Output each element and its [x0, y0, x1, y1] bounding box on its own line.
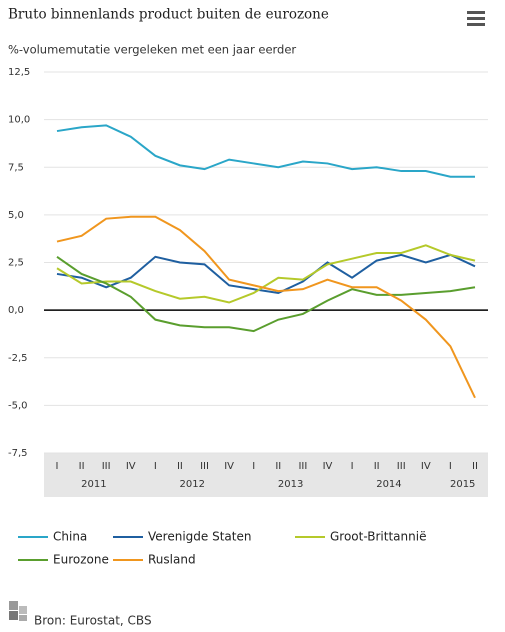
- chart-title: Bruto binnenlands product buiten de euro…: [8, 7, 329, 23]
- year-label: 2013: [278, 479, 303, 490]
- series-line: [56, 124, 475, 178]
- y-tick-label: 5,0: [8, 210, 24, 221]
- x-tick-label: II: [177, 461, 183, 472]
- y-tick-label: 2,5: [8, 258, 24, 269]
- year-label: 2014: [376, 479, 401, 490]
- x-tick-label: I: [56, 461, 59, 472]
- menu-icon[interactable]: [467, 11, 485, 26]
- x-tick-label: III: [298, 461, 307, 472]
- x-tick-label: IV: [224, 461, 234, 472]
- x-tick-label: IV: [421, 461, 431, 472]
- x-tick-label: IV: [323, 461, 333, 472]
- legend-label: Eurozone: [53, 553, 109, 567]
- x-tick-label: I: [449, 461, 452, 472]
- y-tick-label: -5,0: [8, 400, 28, 411]
- x-tick-label: II: [374, 461, 380, 472]
- y-tick-label: 0,0: [8, 305, 24, 316]
- x-tick-label: III: [397, 461, 406, 472]
- series-line: [56, 255, 476, 333]
- x-tick-label: II: [79, 461, 85, 472]
- series-line: [56, 253, 476, 295]
- series-line: [56, 244, 476, 304]
- source: Bron: Eurostat, CBS: [34, 614, 152, 628]
- year-label: 2012: [180, 479, 205, 490]
- x-tick-label: II: [472, 461, 478, 472]
- x-tick-label: I: [154, 461, 157, 472]
- legend-label: China: [53, 530, 87, 544]
- series-line: [56, 215, 476, 399]
- y-tick-label: 12,5: [8, 67, 30, 78]
- legend-label: Rusland: [148, 553, 196, 567]
- x-tick-label: I: [252, 461, 255, 472]
- chart-subtitle: %-volumemutatie vergeleken met een jaar …: [8, 43, 296, 57]
- source-logo: [9, 601, 27, 621]
- y-tick-label: 10,0: [8, 115, 30, 126]
- year-label: 2011: [81, 479, 106, 490]
- x-tick-label: I: [351, 461, 354, 472]
- legend-label: Groot-Brittannië: [330, 530, 426, 544]
- x-axis-band: [44, 453, 488, 497]
- y-tick-label: -2,5: [8, 353, 28, 364]
- legend-label: Verenigde Staten: [148, 530, 251, 544]
- year-label: 2015: [450, 479, 475, 490]
- x-tick-label: IV: [126, 461, 136, 472]
- y-tick-label: -7,5: [8, 448, 28, 459]
- x-tick-label: III: [102, 461, 111, 472]
- x-tick-label: III: [200, 461, 209, 472]
- y-tick-label: 7,5: [8, 162, 24, 173]
- x-tick-label: II: [275, 461, 281, 472]
